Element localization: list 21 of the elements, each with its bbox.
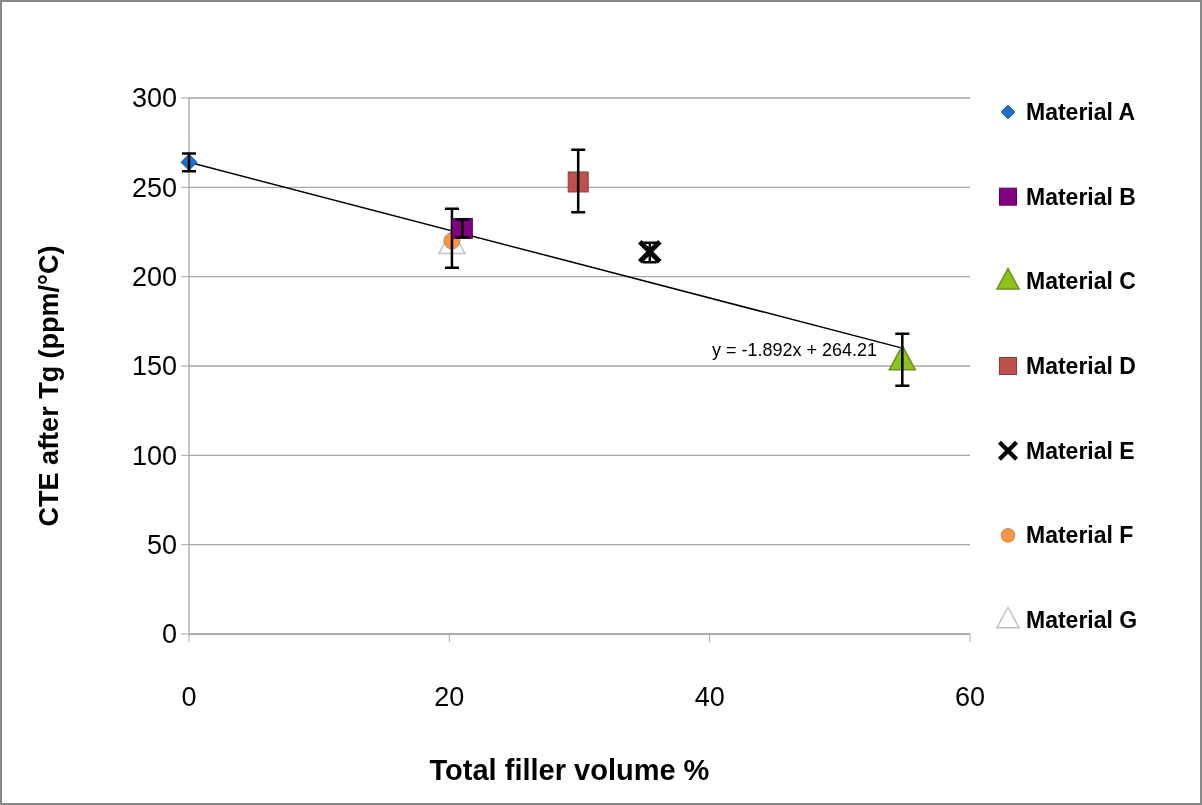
annotation: y = -1.892x + 264.21 bbox=[711, 340, 877, 360]
legend-label: Material D bbox=[1026, 353, 1136, 380]
x-tick-label: 20 bbox=[434, 682, 465, 712]
legend-label: Material C bbox=[1026, 268, 1136, 295]
y-tick-label: 100 bbox=[131, 440, 177, 471]
legend-label: Material B bbox=[1026, 183, 1136, 210]
y-tick-label: 250 bbox=[131, 172, 177, 203]
legend-label: Material G bbox=[1026, 607, 1138, 634]
y-tick-label: 150 bbox=[131, 351, 177, 382]
y-tick-label: 0 bbox=[161, 619, 177, 650]
x-tick-label: 40 bbox=[694, 682, 725, 712]
x-tick-label: 0 bbox=[181, 682, 197, 712]
x-tick-label: 60 bbox=[954, 682, 986, 712]
legend-label: Material F bbox=[1026, 522, 1134, 549]
legend-label: Material E bbox=[1026, 437, 1135, 464]
x-axis-title: Total filler volume % bbox=[429, 754, 710, 786]
y-tick-label: 300 bbox=[131, 83, 177, 114]
y-axis-title: CTE after Tg (ppm/°C) bbox=[34, 245, 64, 527]
legend-label: Material A bbox=[1026, 99, 1136, 126]
y-tick-label: 50 bbox=[146, 530, 177, 561]
y-tick-label: 200 bbox=[131, 262, 177, 293]
